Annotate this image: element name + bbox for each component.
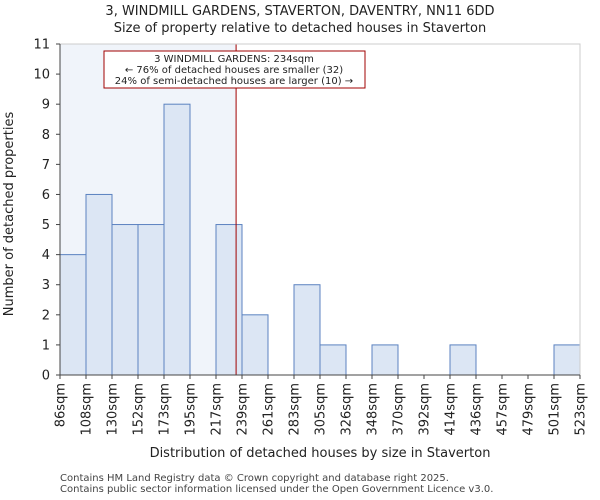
bar-501sqm [553,344,581,376]
x-tick-label: 195sqm [184,383,199,436]
x-axis-label: Distribution of detached houses by size … [150,446,491,461]
x-tick-label: 436sqm [470,383,485,436]
annotation-border [103,50,366,89]
bar-130sqm [111,224,139,376]
x-ticks-group: 86sqm 108sqm 130sqm 152sqm 173sqm 195sqm 217sq… [54,375,589,436]
bar-173sqm [163,103,191,376]
chart-title-line1: 3, WINDMILL GARDENS, STAVERTON, DAVENTRY… [105,4,494,19]
annotation-line2: ← 76% of detached houses are smaller (32… [125,65,343,76]
y-tick-label: 4 [42,248,50,263]
x-tick-label: 152sqm [132,383,147,436]
x-tick-label: 283sqm [288,383,303,436]
bar-86sqm [59,254,87,376]
y-tick-label: 8 [42,128,50,143]
y-tick-label: 10 [33,68,50,83]
x-tick-label: 239sqm [236,383,251,436]
y-tick-label: 1 [42,338,50,353]
y-tick-label: 11 [33,38,50,53]
x-tick-label: 261sqm [262,383,277,436]
y-tick-label: 0 [42,369,50,384]
y-tick-label: 7 [42,158,50,173]
y-tick-label: 2 [42,308,50,323]
x-tick-label: 108sqm [80,383,95,436]
x-tick-label: 414sqm [444,383,459,436]
bar-108sqm [85,193,113,376]
x-tick-label: 86sqm [54,383,69,427]
x-tick-label: 392sqm [418,383,433,436]
y-tick-label: 9 [42,98,50,113]
x-tick-label: 457sqm [496,383,511,436]
y-tick-label: 5 [42,218,50,233]
bar-239sqm [241,314,269,376]
x-tick-label: 523sqm [574,383,589,436]
y-ticks-group: 0 1 2 3 4 5 6 7 8 9 10 11 [33,38,60,384]
footer-line1: Contains HM Land Registry data © Crown c… [60,473,449,484]
x-tick-label: 501sqm [548,383,563,436]
bars-group [59,103,581,376]
y-axis-label: Number of detached properties [2,112,17,317]
x-tick-label: 130sqm [106,383,121,436]
x-tick-label: 217sqm [210,383,225,436]
bar-283sqm [293,284,321,376]
footer-line2: Contains public sector information licen… [60,484,494,495]
annotation-box: 3 WINDMILL GARDENS: 234sqm ← 76% of deta… [103,50,366,89]
x-tick-label: 173sqm [158,383,173,436]
y-tick-label: 6 [42,188,50,203]
bar-152sqm [137,224,165,376]
y-tick-label: 3 [42,278,50,293]
x-tick-label: 326sqm [340,383,355,436]
x-tick-label: 370sqm [392,383,407,436]
bar-348sqm [371,344,399,376]
annotation-line3: 24% of semi-detached houses are larger (… [115,76,353,87]
bar-305sqm [319,344,347,376]
bar-414sqm [449,344,477,376]
annotation-line1: 3 WINDMILL GARDENS: 234sqm [154,54,314,65]
x-tick-label: 479sqm [522,383,537,436]
chart-title-line2: Size of property relative to detached ho… [114,21,486,36]
x-tick-label: 348sqm [366,383,381,436]
bar-217sqm [215,224,243,376]
x-tick-label: 305sqm [314,383,329,436]
